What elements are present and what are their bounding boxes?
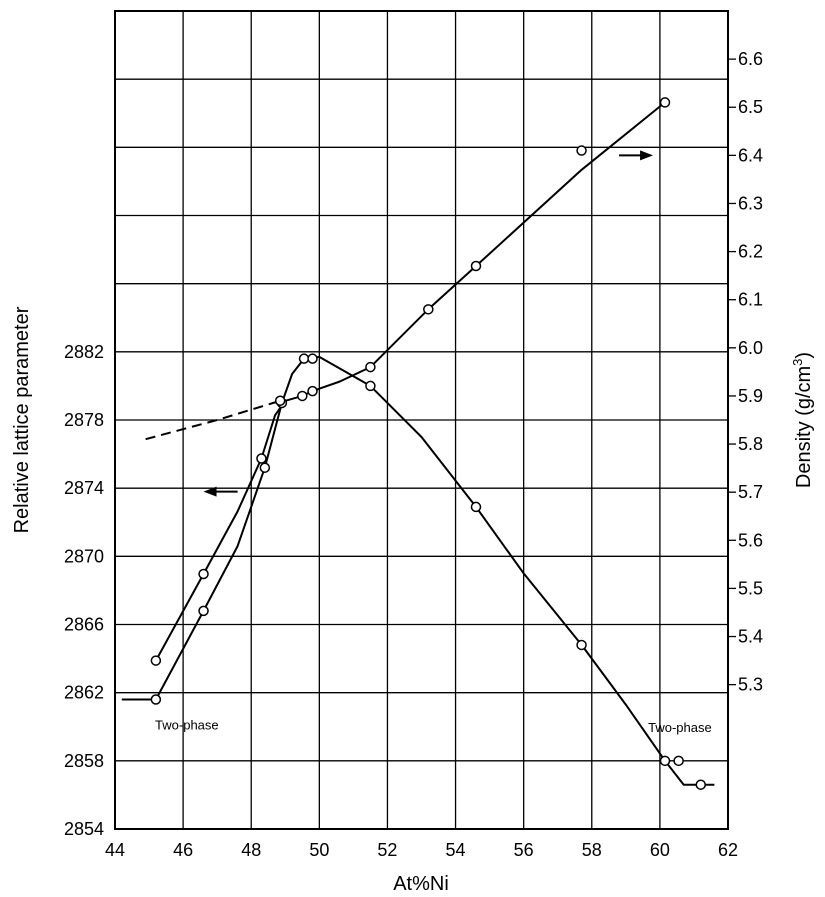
point-right-4 <box>297 390 308 402</box>
point-right-2 <box>256 453 267 464</box>
x-tick-5: 54 <box>446 840 466 860</box>
y-left-axis-label: Relative lattice parameter <box>11 306 33 533</box>
point-right-7 <box>423 304 434 315</box>
point-right-0 <box>150 655 162 666</box>
point-right-8 <box>470 260 482 272</box>
y-right-axis-label: Density (g/cm3) <box>790 352 815 488</box>
point-right-9 <box>576 145 587 156</box>
plot-frame <box>114 10 729 830</box>
point-left-8 <box>576 639 587 651</box>
point-left-6 <box>365 380 376 392</box>
data-curves <box>121 101 715 786</box>
y-right-axis-ticks: 5.3 5.4 5.5 5.6 5.7 5.8 5.9 6.0 6.1 6.2 6.3 6.4 6.5 6… <box>728 49 763 695</box>
x-tick-7: 58 <box>582 840 602 860</box>
x-tick-6: 56 <box>514 840 534 860</box>
y-right-label-close: ) <box>793 352 815 359</box>
y-right-label-sup: 3 <box>790 359 805 366</box>
y-right-tick-11: 6.4 <box>738 145 763 165</box>
x-tick-4: 52 <box>377 840 397 860</box>
point-right-5 <box>307 385 318 397</box>
y-right-tick-8: 6.1 <box>738 290 763 310</box>
x-tick-1: 46 <box>173 840 193 860</box>
y-left-tick-6: 2878 <box>64 410 104 430</box>
point-left-10 <box>673 755 684 767</box>
direction-arrows <box>203 150 654 497</box>
series-left-line <box>121 355 715 786</box>
point-left-4 <box>298 353 310 364</box>
point-left-5 <box>307 353 318 364</box>
y-right-label-main: Density (g/cm <box>793 366 815 488</box>
point-left-7 <box>470 501 482 513</box>
y-left-tick-2: 2862 <box>64 683 104 703</box>
point-left-0 <box>150 694 162 705</box>
annotation-two-phase-0: Two-phase <box>155 718 219 733</box>
point-left-1 <box>198 605 209 617</box>
y-left-tick-3: 2866 <box>64 615 104 635</box>
point-left-11 <box>695 779 707 790</box>
point-left-9 <box>659 755 671 767</box>
arrow-head-1 <box>640 150 654 161</box>
y-right-tick-3: 5.6 <box>738 530 763 550</box>
arrow-left <box>203 486 238 497</box>
x-tick-8: 60 <box>650 840 670 860</box>
y-right-tick-2: 5.5 <box>738 578 763 598</box>
y-right-tick-10: 6.3 <box>738 193 763 213</box>
series-right-dashed-extension <box>145 399 281 441</box>
arrow-right <box>619 150 654 161</box>
annotation-two-phase-1: Two-phase <box>648 720 712 735</box>
x-axis-label: At%Ni <box>393 873 449 895</box>
y-left-tick-1: 2858 <box>64 751 104 771</box>
y-left-tick-4: 2870 <box>64 546 104 566</box>
y-right-tick-6: 5.9 <box>738 386 763 406</box>
y-left-tick-0: 2854 <box>64 819 104 839</box>
data-points <box>150 97 707 790</box>
y-right-tick-7: 6.0 <box>738 338 763 358</box>
point-left-2 <box>259 462 271 473</box>
grid-lines <box>115 11 728 829</box>
x-tick-2: 48 <box>241 840 261 860</box>
x-tick-0: 44 <box>105 840 125 860</box>
y-left-axis-ticks: 2854 2858 2862 2866 2870 2874 2878 2882 <box>64 342 104 839</box>
y-right-tick-12: 6.5 <box>738 97 763 117</box>
y-right-tick-4: 5.7 <box>738 482 763 502</box>
y-right-tick-13: 6.6 <box>738 49 763 69</box>
point-right-6 <box>365 361 376 373</box>
point-right-10 <box>659 97 671 108</box>
annotations: Two-phase Two-phase <box>155 718 712 735</box>
point-right-1 <box>198 568 209 580</box>
y-right-tick-5: 5.8 <box>738 434 763 454</box>
x-tick-3: 50 <box>309 840 329 860</box>
y-left-tick-7: 2882 <box>64 342 104 362</box>
point-right-3 <box>274 395 286 407</box>
arrow-head-0 <box>203 486 217 497</box>
y-right-tick-9: 6.2 <box>738 242 763 262</box>
y-left-tick-5: 2874 <box>64 478 104 498</box>
series-right-line <box>155 101 666 662</box>
y-right-tick-1: 5.4 <box>738 627 763 647</box>
x-tick-9: 62 <box>718 840 738 860</box>
y-right-tick-0: 5.3 <box>738 675 763 695</box>
x-axis-ticks: 44 46 48 50 52 54 56 58 60 62 <box>105 840 738 860</box>
